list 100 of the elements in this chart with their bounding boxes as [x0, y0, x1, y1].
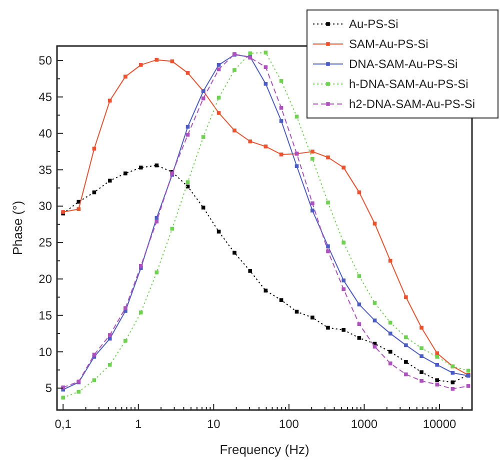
- y-tick-label: 10: [38, 344, 52, 359]
- y-axis-title: Phase (°): [10, 200, 25, 256]
- point: [264, 288, 268, 293]
- point: [279, 152, 284, 156]
- point: [326, 200, 330, 204]
- point: [186, 180, 190, 184]
- point: [342, 240, 346, 244]
- point: [216, 63, 221, 67]
- point: [248, 51, 252, 56]
- point: [310, 201, 314, 206]
- point: [326, 326, 330, 330]
- legend-label: Au-PS-Si: [349, 17, 398, 31]
- point: [372, 222, 377, 226]
- point: [404, 360, 408, 364]
- point: [435, 354, 440, 359]
- point: [108, 98, 112, 102]
- point: [108, 336, 112, 341]
- legend-label: SAM-Au-PS-Si: [349, 37, 428, 51]
- point: [420, 354, 424, 358]
- point: [124, 338, 128, 343]
- point: [388, 332, 392, 336]
- point: [357, 302, 362, 306]
- point: [450, 370, 455, 375]
- y-tick-label: 35: [38, 162, 52, 177]
- point: [294, 164, 299, 168]
- point: [310, 208, 314, 212]
- point: [138, 166, 143, 170]
- point: [108, 178, 112, 183]
- point: [435, 382, 440, 386]
- x-tick-label: 10: [206, 417, 221, 431]
- legend-label: h2-DNA-SAM-Au-PS-Si: [349, 97, 476, 111]
- point: [435, 362, 440, 367]
- point: [124, 172, 128, 176]
- point: [388, 320, 392, 325]
- point: [420, 326, 424, 330]
- point: [248, 139, 252, 144]
- point: [326, 155, 330, 160]
- point: [264, 82, 268, 86]
- point: [357, 274, 362, 278]
- y-tick-label: 45: [38, 90, 52, 104]
- point: [216, 111, 221, 115]
- point: [372, 301, 377, 305]
- point: [138, 310, 143, 314]
- point: [404, 372, 408, 376]
- point: [404, 295, 408, 300]
- y-tick-label: 30: [38, 199, 52, 214]
- point: [279, 79, 284, 83]
- point: [404, 343, 408, 348]
- x-tick-label: 10000: [422, 417, 457, 431]
- point: [326, 249, 330, 254]
- point: [138, 264, 143, 268]
- point: [201, 206, 206, 210]
- point: [201, 135, 206, 139]
- point: [342, 328, 346, 332]
- point: [420, 370, 424, 374]
- point: [279, 298, 284, 302]
- y-tick-label: 5: [45, 381, 52, 396]
- point: [466, 384, 470, 388]
- legend-label: h-DNA-SAM-Au-PS-Si: [349, 77, 468, 91]
- point: [435, 351, 440, 356]
- point: [342, 287, 346, 292]
- y-tick-label: 40: [38, 126, 52, 140]
- point: [450, 386, 455, 391]
- y-tick-label: 20: [38, 272, 52, 286]
- x-tick-label: 1000: [350, 417, 378, 431]
- point: [372, 318, 377, 322]
- x-axis-title: Frequency (Hz): [220, 442, 310, 457]
- point: [201, 96, 206, 100]
- point: [404, 335, 408, 340]
- point: [342, 278, 346, 282]
- point: [310, 316, 314, 320]
- point: [232, 68, 236, 72]
- point: [124, 74, 128, 78]
- point: [310, 156, 314, 161]
- point: [76, 207, 81, 211]
- x-tick-label: 1: [135, 417, 142, 431]
- point: [216, 230, 221, 234]
- point: [326, 244, 330, 248]
- point: [61, 396, 65, 400]
- point: [124, 306, 128, 310]
- point: [420, 346, 424, 350]
- point: [61, 386, 65, 390]
- point: [388, 350, 392, 354]
- point: [388, 362, 392, 366]
- point: [186, 71, 190, 75]
- point: [279, 106, 284, 110]
- point: [108, 333, 112, 337]
- y-tick-label: 25: [38, 236, 52, 250]
- point: [435, 378, 440, 382]
- point: [154, 220, 159, 224]
- point: [294, 114, 299, 119]
- point: [357, 336, 362, 340]
- point: [92, 146, 96, 151]
- point: [248, 269, 252, 273]
- point: [232, 250, 236, 255]
- point: [279, 119, 284, 123]
- point: [138, 63, 143, 67]
- point: [310, 150, 314, 154]
- point: [264, 65, 268, 70]
- point: [357, 322, 362, 326]
